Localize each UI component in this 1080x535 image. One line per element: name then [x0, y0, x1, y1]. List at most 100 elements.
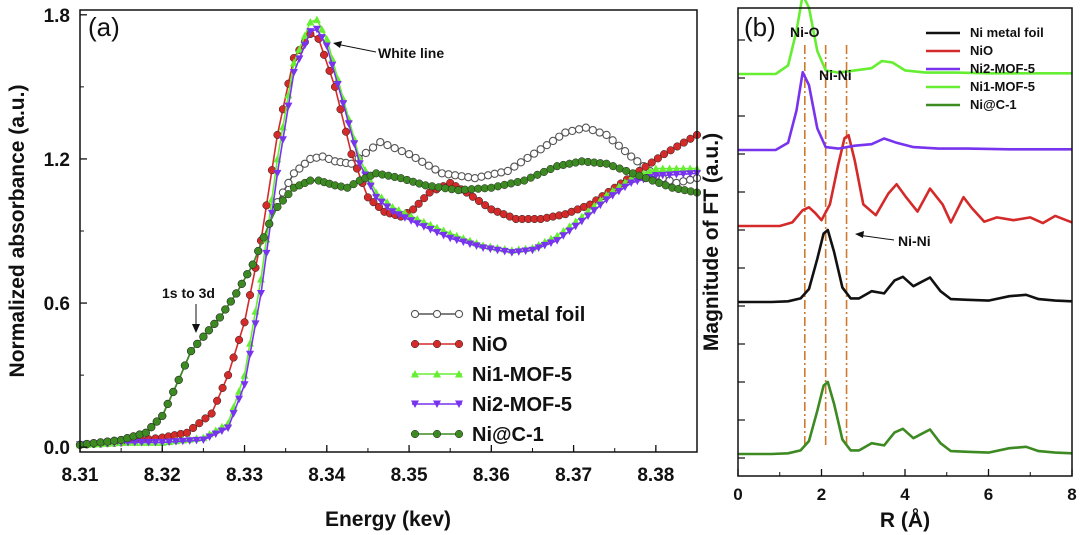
point-a-ni1-mof-5: [306, 18, 315, 26]
point-a-ni2-mof-5: [205, 433, 214, 441]
ni-ni-peak-label: Ni-Ni: [898, 233, 931, 249]
point-a-ni2-mof-5: [192, 436, 201, 445]
point-a-ni1-mof-5: [672, 164, 681, 173]
point-a-ni-metal-foil: [516, 158, 526, 167]
point-a-ni-c-1: [487, 183, 496, 192]
point-a-ni2-mof-5: [472, 242, 481, 250]
point-a-nio: [207, 409, 216, 418]
x-tick-label-a: 8.32: [144, 465, 181, 486]
point-a-ni2-mof-5: [350, 140, 359, 148]
legend-b-nio: NiO: [926, 43, 993, 58]
point-a-ni2-mof-5: [339, 100, 348, 108]
point-a-nio: [262, 201, 271, 210]
point-a-ni-c-1: [349, 180, 358, 189]
point-a-ni2-mof-5: [251, 320, 260, 328]
panel-a-annotations: White line 1s to 3d: [162, 41, 444, 333]
legend-a-marker: [411, 400, 419, 408]
point-a-ni-metal-foil: [418, 157, 427, 166]
point-a-ni2-mof-5: [686, 170, 695, 178]
panel-a-y-axis-title: Normalized absorbance (a.u.): [6, 85, 29, 378]
legend-a-marker: [454, 309, 464, 319]
point-a-ni2-mof-5: [278, 136, 287, 144]
legend-b-label: Ni1-MOF-5: [970, 79, 1035, 94]
point-a-ni1-mof-5: [679, 164, 688, 173]
legend-a-marker: [410, 339, 420, 349]
point-a-ni-c-1: [174, 375, 183, 384]
point-a-ni-c-1: [306, 176, 315, 185]
point-a-ni-metal-foil: [536, 145, 545, 154]
point-a-ni2-mof-5: [217, 427, 226, 435]
x-tick-label-a: 8.33: [226, 465, 263, 486]
legend-a-ni2-mof-5: Ni2-MOF-5: [411, 394, 572, 416]
point-a-ni2-mof-5: [493, 246, 502, 255]
point-a-ni-metal-foil: [397, 146, 407, 156]
point-a-ni2-mof-5: [465, 240, 474, 248]
point-a-ni2-mof-5: [614, 187, 623, 196]
point-a-ni-c-1: [163, 399, 172, 409]
point-a-nio: [420, 194, 429, 203]
point-a-ni2-mof-5: [452, 236, 461, 245]
point-a-nio: [352, 164, 362, 173]
point-a-ni2-mof-5: [413, 220, 422, 228]
point-a-ni2-mof-5: [229, 410, 238, 418]
point-a-ni-c-1: [215, 313, 224, 322]
point-a-nio: [218, 383, 227, 392]
point-a-nio: [641, 162, 650, 171]
legend-a-marker: [454, 339, 464, 349]
point-a-ni2-mof-5: [267, 209, 276, 218]
line-a-nio: [79, 33, 698, 446]
point-a-ni2-mof-5: [577, 217, 586, 226]
legend-a-label: Ni metal foil: [472, 304, 585, 326]
point-a-nio: [474, 196, 484, 206]
point-a-ni2-mof-5: [262, 249, 271, 258]
ni-ni-peak-arrow: [857, 234, 895, 241]
point-a-ni-c-1: [169, 387, 178, 396]
point-a-ni-metal-foil: [497, 168, 506, 177]
point-a-nio: [481, 201, 490, 210]
point-a-ni-metal-foil: [548, 136, 558, 146]
point-a-ni-c-1: [103, 437, 112, 446]
point-a-ni2-mof-5: [211, 430, 220, 438]
point-a-ni-metal-foil: [383, 140, 392, 150]
line-a-ni2-mof-5: [79, 28, 698, 446]
series-b-nio: [738, 134, 1073, 228]
point-a-ni2-mof-5: [446, 234, 455, 243]
point-a-ni-metal-foil: [633, 157, 642, 166]
point-a-nio: [195, 419, 204, 428]
legend-a-marker: [410, 429, 420, 439]
ni-ni-label: Ni-Ni: [819, 67, 852, 83]
point-a-nio: [679, 138, 688, 147]
series-a-ni-c-1: [75, 157, 702, 449]
point-a-ni-c-1: [204, 326, 213, 335]
point-a-ni-metal-foil: [483, 171, 493, 180]
x-tick-label-a: 8.38: [637, 465, 674, 486]
point-a-nio: [409, 205, 418, 214]
point-a-ni-c-1: [500, 180, 509, 189]
point-a-ni2-mof-5: [528, 246, 537, 255]
point-a-ni2-mof-5: [185, 437, 194, 445]
point-a-nio: [666, 146, 675, 155]
point-a-ni2-mof-5: [665, 171, 674, 179]
point-a-ni2-mof-5: [602, 196, 611, 204]
point-a-ni-c-1: [199, 332, 208, 341]
point-a-ni2-mof-5: [240, 381, 249, 389]
legend-a-ni1-mof-5: Ni1-MOF-5: [411, 364, 572, 386]
point-a-ni1-mof-5: [665, 164, 674, 173]
point-a-ni2-mof-5: [627, 179, 636, 187]
legend-a-marker: [454, 429, 464, 439]
point-a-ni2-mof-5: [459, 238, 468, 247]
point-a-ni-metal-foil: [289, 169, 299, 178]
panel-b-plot-area: [738, 0, 1073, 456]
point-a-ni-c-1: [193, 339, 202, 348]
panel-b-x-axis-title: R (Å): [880, 508, 930, 532]
point-a-ni2-mof-5: [400, 214, 409, 222]
point-a-ni-c-1: [273, 202, 282, 212]
point-a-ni-metal-foil: [542, 140, 552, 150]
point-a-ni-c-1: [180, 361, 189, 370]
point-a-ni2-mof-5: [317, 34, 326, 42]
y-tick-label-a: 1.2: [44, 150, 70, 171]
point-a-ni2-mof-5: [372, 193, 381, 202]
legend-a-marker: [411, 370, 419, 378]
point-a-ni-metal-foil: [444, 170, 453, 179]
